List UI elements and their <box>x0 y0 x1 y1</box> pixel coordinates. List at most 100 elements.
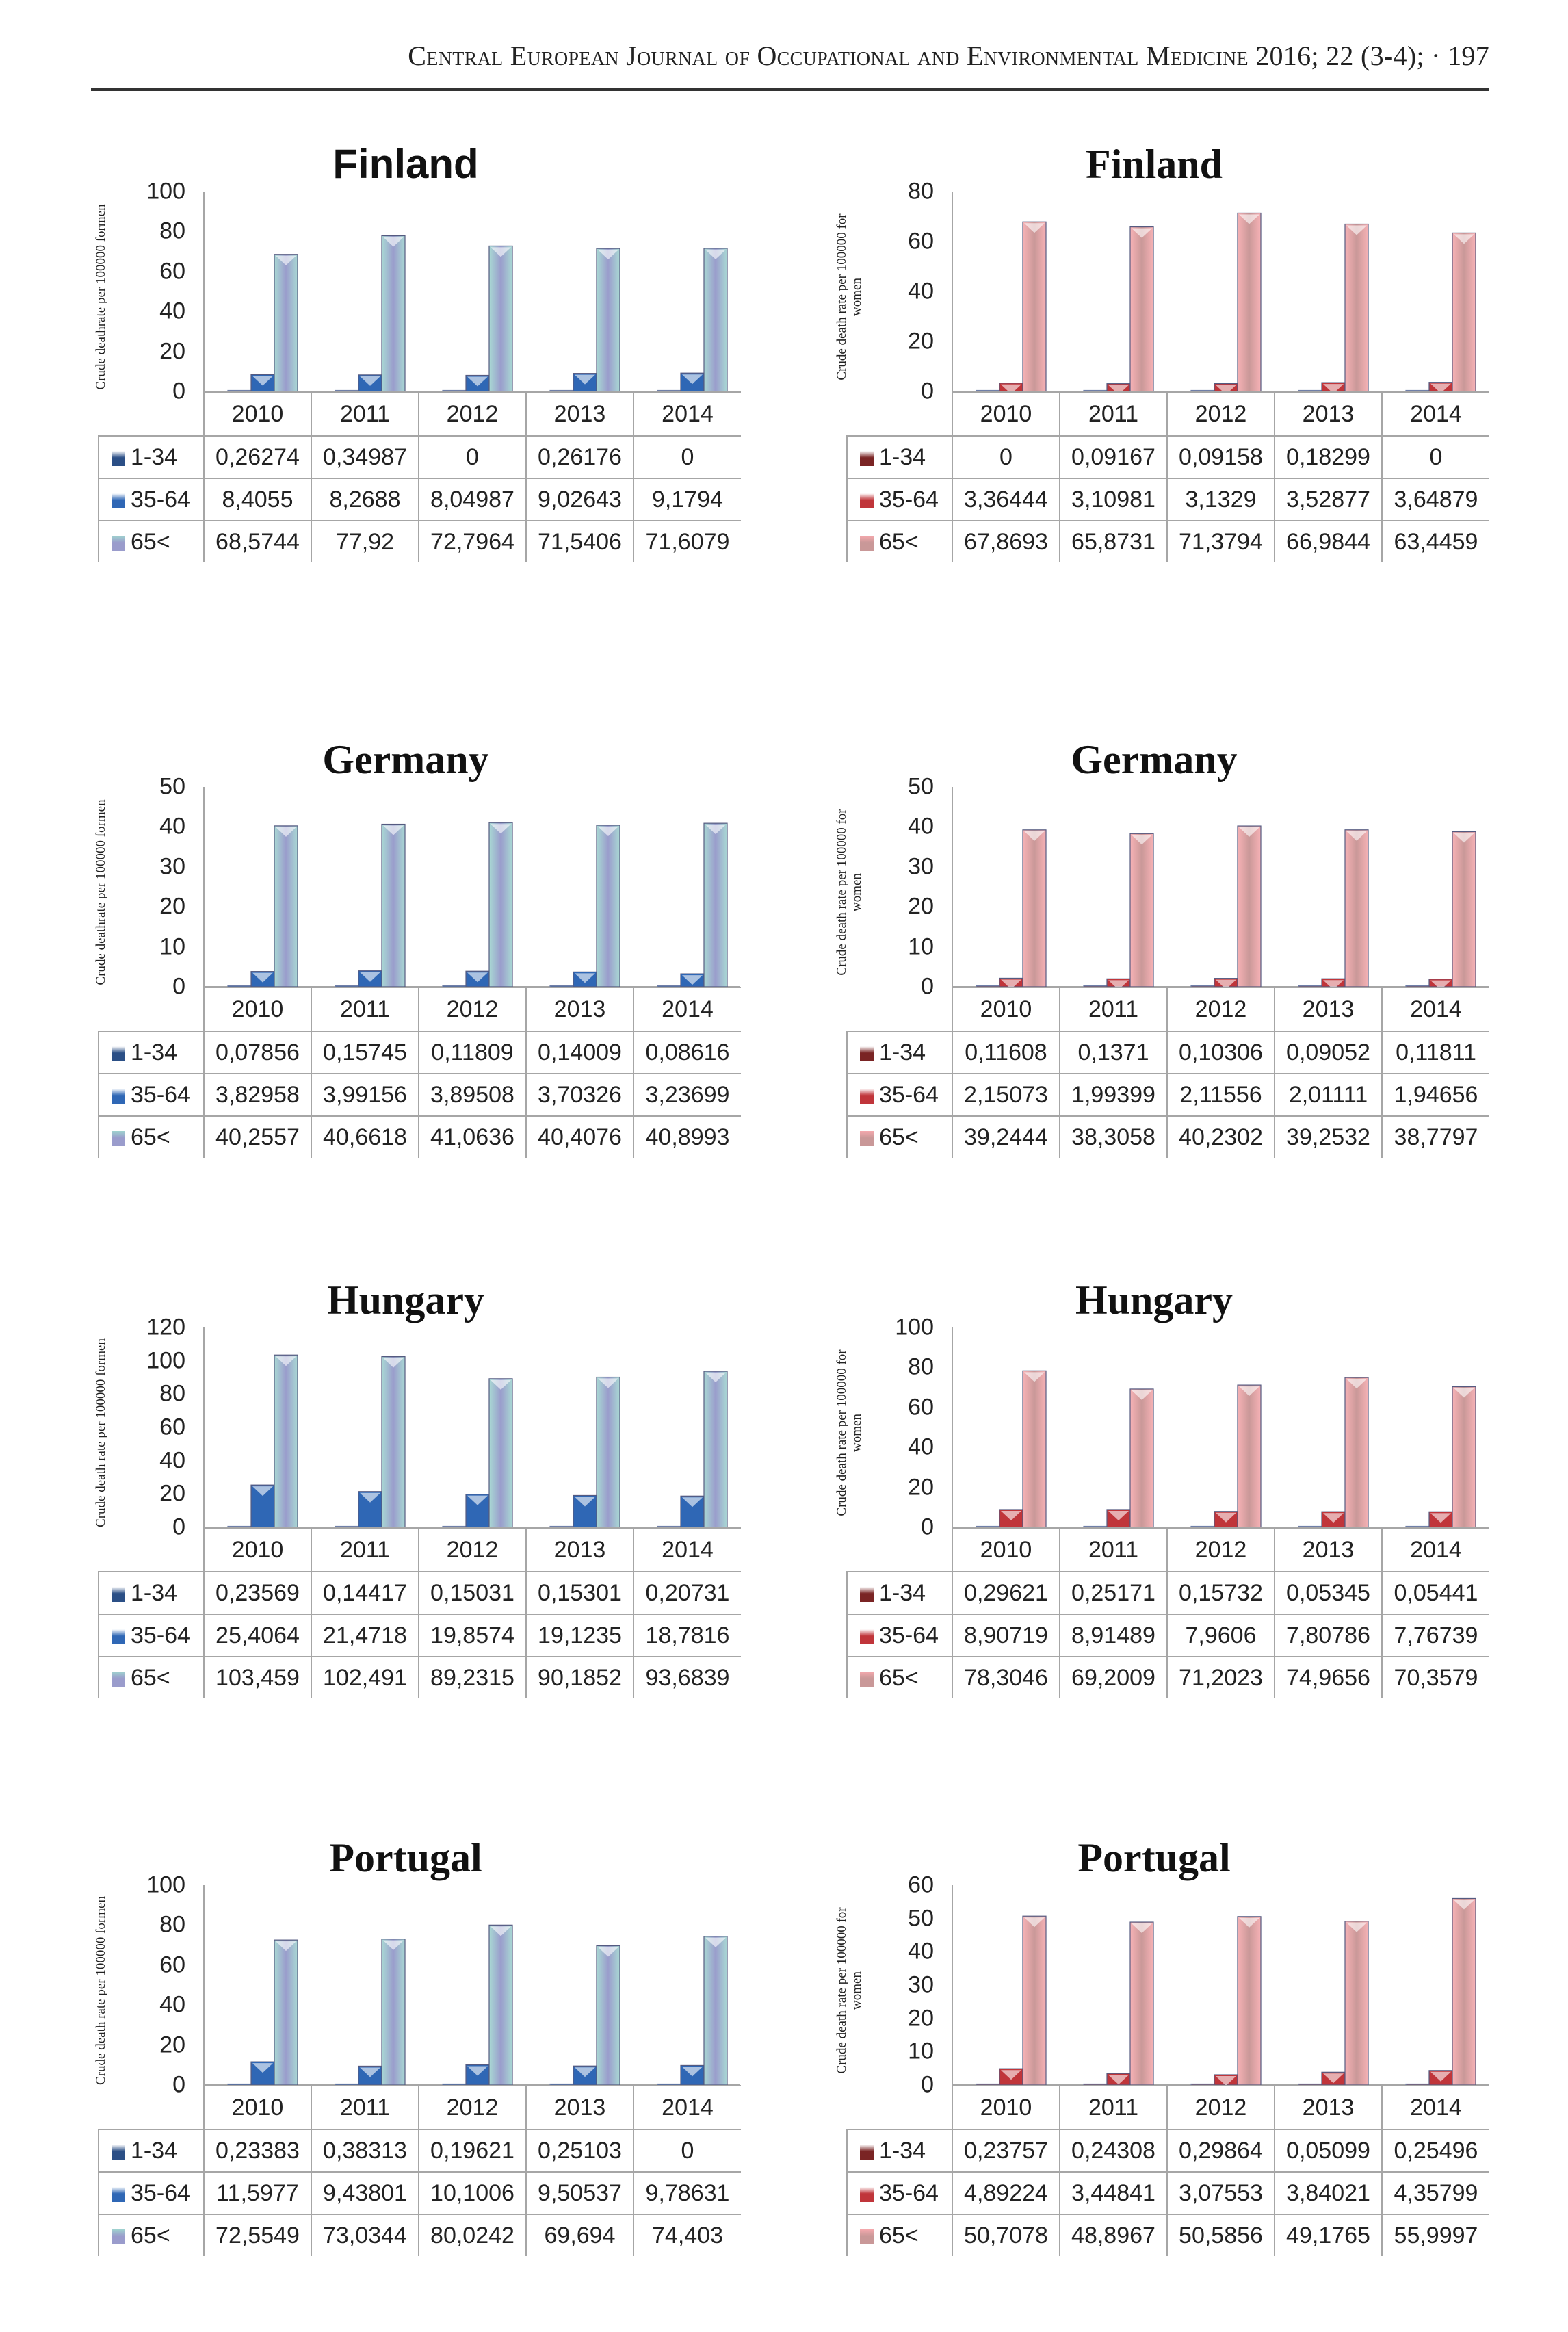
legend-swatch-icon <box>860 1671 874 1687</box>
legend-label: 65< <box>131 528 170 555</box>
chart-portugal-women: Portugal Crude death rate per 100000 for … <box>833 1830 1489 2268</box>
y-axis-ticks: 0 10 20 30 40 50 60 <box>872 1830 934 2268</box>
data-value: 77,92 <box>311 520 419 562</box>
x-axis-row: 2010 2011 2012 2013 2014 <box>99 1527 741 1572</box>
data-value: 0,05345 <box>1274 1571 1383 1615</box>
legend-swatch-icon <box>860 450 874 466</box>
legend-swatch-icon <box>112 1088 125 1104</box>
x-tick-label: 2013 <box>525 987 634 1032</box>
table-row: 65< 78,3046 69,2009 71,2023 74,9656 70,3579 <box>846 1656 1489 1698</box>
data-value: 0,15031 <box>418 1571 527 1615</box>
data-value: 55,9997 <box>1381 2214 1489 2256</box>
data-value: 9,50537 <box>525 2171 634 2215</box>
legend-entry: 65< <box>98 1115 205 1158</box>
bar-65<-2010 <box>274 1939 298 2086</box>
data-value: 90,1852 <box>525 1656 634 1698</box>
bar-highlight <box>252 2063 273 2073</box>
bar-highlight <box>682 374 703 385</box>
bar-highlight <box>1430 2071 1451 2082</box>
legend-label: 1-34 <box>879 1039 926 1065</box>
bar-65<-2013 <box>1344 223 1369 392</box>
legend-label: 1-34 <box>879 443 926 470</box>
bar-highlight <box>1239 1386 1259 1397</box>
y-tick-label: 50 <box>908 773 934 800</box>
y-tick-label: 60 <box>908 1871 934 1898</box>
data-value: 3,1329 <box>1166 478 1275 521</box>
x-tick-label: 2014 <box>1381 987 1489 1032</box>
bar-highlight <box>575 374 595 385</box>
bar-highlight <box>682 1497 703 1507</box>
x-tick-label: 2010 <box>203 1527 312 1572</box>
data-value: 9,1794 <box>633 478 741 521</box>
data-value: 65,8731 <box>1059 520 1168 562</box>
data-value: 0,15732 <box>1166 1571 1275 1615</box>
bar-highlight <box>1323 2073 1344 2084</box>
x-tick-label: 2014 <box>633 2085 741 2130</box>
y-axis-label: Crude deathrate per 100000 formen <box>81 792 121 992</box>
data-value: 40,2302 <box>1166 1115 1275 1158</box>
bar-65<-2011 <box>381 823 406 987</box>
bar-65<-2014 <box>1452 831 1476 987</box>
x-tick-label: 2011 <box>1059 391 1168 437</box>
bar-highlight <box>491 824 511 834</box>
x-axis-row: 2010 2011 2012 2013 2014 <box>847 987 1489 1032</box>
bar-highlight <box>1024 831 1045 841</box>
data-value: 67,8693 <box>952 520 1060 562</box>
legend-swatch-icon <box>860 493 874 508</box>
table-row: 1-34 0 0,09167 0,09158 0,18299 0 <box>846 435 1489 479</box>
y-tick-label: 20 <box>159 893 185 920</box>
chart-title: Portugal <box>1077 1835 1231 1880</box>
x-tick-label: 2014 <box>633 1527 741 1572</box>
legend-swatch-icon <box>112 2229 125 2244</box>
bar-highlight <box>1024 223 1045 233</box>
data-value: 8,4055 <box>203 478 312 521</box>
plot-area <box>203 787 740 987</box>
bar-65<-2013 <box>1344 829 1369 987</box>
legend-swatch-icon <box>860 2229 874 2244</box>
x-tick-label: 2010 <box>952 1527 1060 1572</box>
legend-entry: 35-64 <box>846 1614 953 1657</box>
data-value: 0,23569 <box>203 1571 312 1615</box>
data-value: 0,09158 <box>1166 435 1275 479</box>
bar-65<-2011 <box>1129 1388 1154 1528</box>
data-table: 2010 2011 2012 2013 2014 1-34 0,23569 0,14417 0,… <box>98 1527 741 1698</box>
data-value: 66,9844 <box>1274 520 1383 562</box>
legend-label: 35-64 <box>131 486 190 513</box>
y-tick-label: 20 <box>159 338 185 365</box>
bar-highlight <box>252 972 273 983</box>
legend-entry: 1-34 <box>98 2129 205 2173</box>
bar-highlight <box>575 973 595 983</box>
x-tick-label: 2011 <box>311 2085 419 2130</box>
y-tick-label: 40 <box>159 1447 185 1474</box>
y-tick-label: 80 <box>159 1380 185 1407</box>
chart-hungary-women: Hungary Crude death rate per 100000 for w… <box>833 1273 1489 1711</box>
data-value: 0,05099 <box>1274 2129 1383 2173</box>
bar-65<-2012 <box>1237 1916 1262 2086</box>
y-tick-label: 30 <box>159 853 185 880</box>
x-tick-label: 2010 <box>203 391 312 437</box>
x-tick-label: 2012 <box>1166 2085 1275 2130</box>
x-tick-label: 2013 <box>525 1527 634 1572</box>
data-value: 93,6839 <box>633 1656 741 1698</box>
legend-swatch-icon <box>860 1088 874 1104</box>
x-tick-label: 2012 <box>1166 391 1275 437</box>
data-value: 63,4459 <box>1381 520 1489 562</box>
x-tick-label: 2012 <box>418 987 527 1032</box>
x-tick-label: 2013 <box>1274 391 1383 437</box>
chart-finland-men: Finland Crude deathrate per 100000 formen… <box>84 137 741 575</box>
legend-entry: 35-64 <box>98 1073 205 1117</box>
bar-highlight <box>467 2066 488 2076</box>
table-row: 1-34 0,23569 0,14417 0,15031 0,15301 0,20731 <box>98 1571 741 1615</box>
y-tick-label: 80 <box>159 218 185 244</box>
chart-hungary-men: Hungary Crude death rate per 100000 forme… <box>84 1273 741 1711</box>
y-tick-label: 20 <box>908 2005 934 2032</box>
data-value: 68,5744 <box>203 520 312 562</box>
y-tick-label: 80 <box>159 1911 185 1938</box>
table-row: 65< 72,5549 73,0344 80,0242 69,694 74,403 <box>98 2214 741 2256</box>
table-row: 1-34 0,23757 0,24308 0,29864 0,05099 0,25496 <box>846 2129 1489 2173</box>
legend-entry: 35-64 <box>98 1614 205 1657</box>
y-tick-label: 20 <box>159 2032 185 2058</box>
data-value: 0,26176 <box>525 435 634 479</box>
x-tick-label: 2010 <box>952 391 1060 437</box>
bar-highlight <box>467 376 488 387</box>
